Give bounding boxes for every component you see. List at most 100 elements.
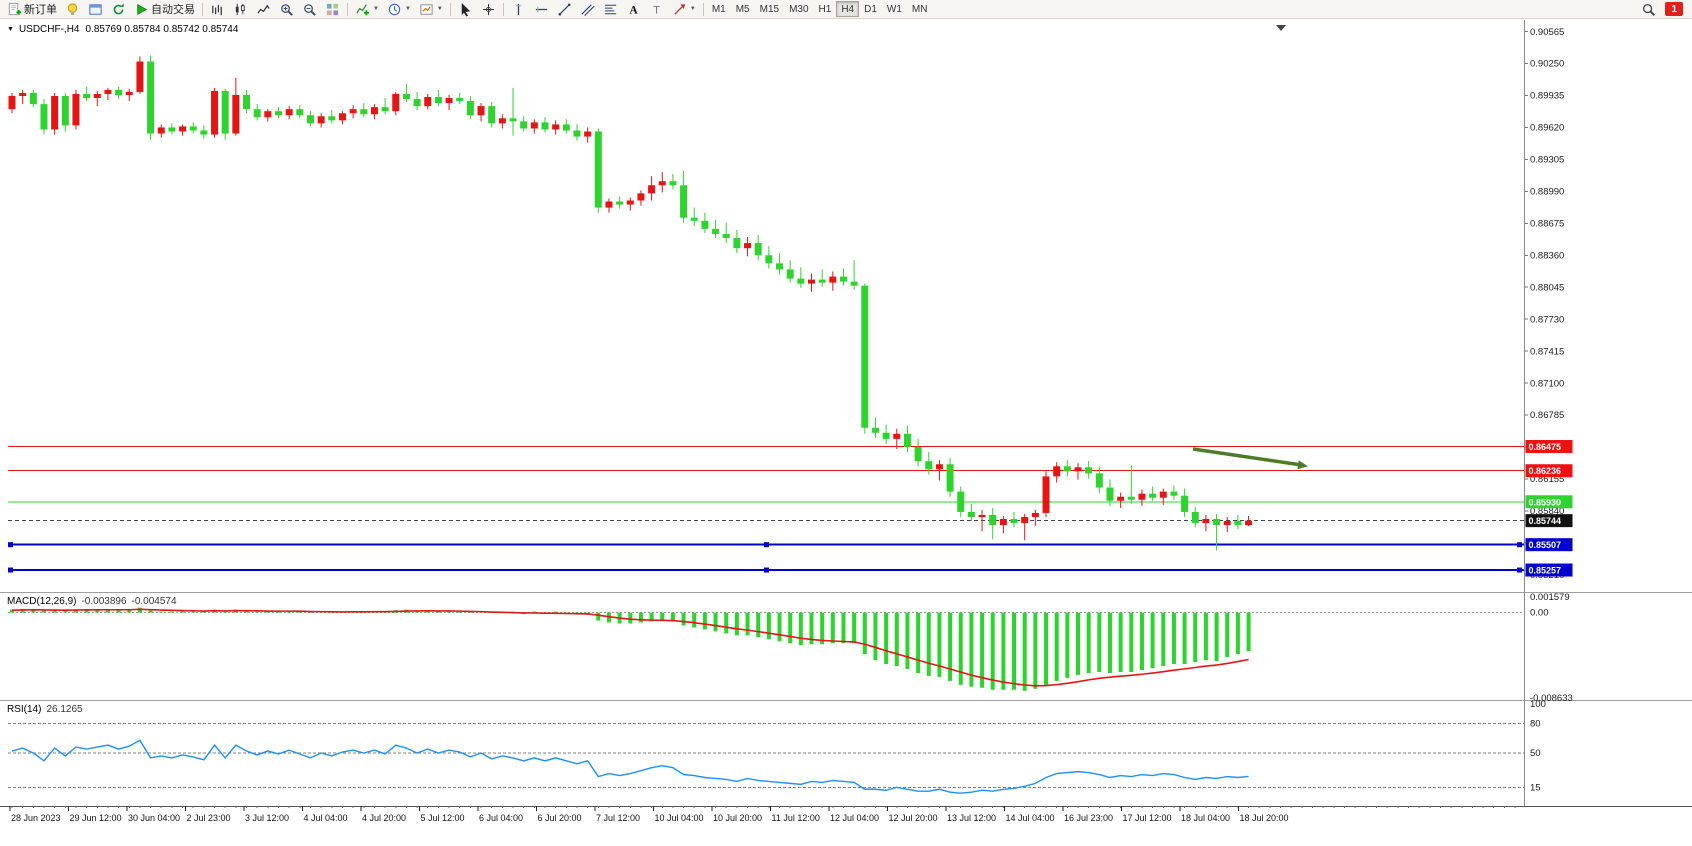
vline-icon: [511, 2, 526, 17]
crosshair-icon: [481, 2, 496, 17]
trendline-button[interactable]: [553, 1, 576, 18]
timeframe-w1-button[interactable]: W1: [882, 1, 907, 17]
rsi-line: [11, 739, 1249, 794]
svg-text:2 Jul 23:00: 2 Jul 23:00: [187, 813, 231, 823]
market-watch-button[interactable]: [84, 1, 107, 18]
time-axis[interactable]: 28 Jun 2023 29 Jun 12:00 30 Jun 04:00 2 Jul…: [9, 806, 1516, 823]
svg-text:A: A: [629, 4, 638, 16]
templates-button[interactable]: ▼: [415, 1, 447, 18]
svg-text:12 Jul 04:00: 12 Jul 04:00: [830, 813, 879, 823]
toolbar-separator: [202, 2, 203, 16]
search-button[interactable]: [1637, 1, 1660, 18]
timeframe-h4-button[interactable]: H4: [836, 1, 860, 17]
timeframe-m15-button[interactable]: M15: [755, 1, 784, 17]
svg-text:30 Jun 04:00: 30 Jun 04:00: [128, 813, 180, 823]
svg-text:0.85257: 0.85257: [1529, 566, 1562, 576]
svg-text:80: 80: [1530, 719, 1541, 730]
svg-text:0.85507: 0.85507: [1529, 540, 1562, 550]
svg-text:0.87730: 0.87730: [1530, 314, 1564, 325]
svg-text:16 Jul 23:00: 16 Jul 23:00: [1064, 813, 1113, 823]
line-handle[interactable]: [1517, 542, 1522, 548]
svg-text:18 Jul 04:00: 18 Jul 04:00: [1181, 813, 1230, 823]
svg-text:0.88045: 0.88045: [1530, 282, 1564, 293]
svg-text:100: 100: [1530, 699, 1546, 710]
dropdown-caret-icon: ▼: [373, 6, 379, 12]
dropdown-caret-icon: ▼: [404, 6, 411, 12]
candlestick-series: [8, 55, 1253, 551]
zoom-out-button[interactable]: [298, 1, 321, 18]
line-handle[interactable]: [8, 542, 13, 548]
text-button[interactable]: A: [622, 1, 645, 18]
svg-text:17 Jul 12:00: 17 Jul 12:00: [1123, 813, 1172, 823]
svg-text:0.90565: 0.90565: [1530, 27, 1564, 38]
svg-text:0.88675: 0.88675: [1530, 219, 1564, 230]
vertical-line-button[interactable]: [507, 1, 530, 18]
tile-windows-button[interactable]: [321, 1, 344, 18]
svg-text:0.85930: 0.85930: [1529, 497, 1562, 507]
new-order-button[interactable]: 新订单: [3, 1, 61, 18]
timeframe-m5-button[interactable]: M5: [731, 1, 755, 17]
svg-text:28 Jun 2023: 28 Jun 2023: [11, 813, 61, 823]
svg-text:0.87100: 0.87100: [1530, 378, 1564, 389]
macd-indicator-label: MACD(12,26,9) -0.003896 -0.004574: [7, 596, 177, 607]
line-handle[interactable]: [1517, 567, 1522, 573]
svg-text:18 Jul 20:00: 18 Jul 20:00: [1240, 813, 1289, 823]
template-icon: [419, 2, 434, 17]
refresh-button[interactable]: [107, 1, 130, 18]
quick-trade-caret-icon[interactable]: ▼: [7, 26, 14, 33]
charts-button[interactable]: [61, 1, 84, 18]
svg-text:10 Jul 20:00: 10 Jul 20:00: [713, 813, 762, 823]
svg-text:0.90250: 0.90250: [1530, 59, 1564, 70]
svg-text:0.88360: 0.88360: [1530, 250, 1564, 261]
rsi-name: RSI(14): [7, 704, 42, 715]
crosshair-button[interactable]: [477, 1, 500, 18]
svg-text:50: 50: [1530, 748, 1541, 759]
doc-plus-icon: [7, 2, 22, 17]
indicator-icon: [355, 2, 370, 17]
periods-button[interactable]: ▼: [383, 1, 415, 18]
ohlc-quotes: 0.85769 0.85784 0.85742 0.85744: [85, 24, 239, 35]
horizontal-line-button[interactable]: [530, 1, 553, 18]
line-chart-button[interactable]: [252, 1, 275, 18]
svg-text:0.00: 0.00: [1530, 608, 1549, 619]
cursor-icon: [458, 2, 473, 17]
chart-shift-marker-icon[interactable]: [1276, 25, 1286, 31]
clock-icon: [387, 2, 402, 17]
svg-text:0.87415: 0.87415: [1530, 346, 1564, 357]
autotrading-button-label: 自动交易: [151, 4, 195, 16]
channel-button[interactable]: [576, 1, 599, 18]
rsi-scale[interactable]: 100 80 50 15: [1530, 699, 1546, 793]
bar-chart-button[interactable]: [206, 1, 229, 18]
svg-text:0.001579: 0.001579: [1530, 592, 1570, 603]
channel-icon: [580, 2, 595, 17]
svg-text:10 Jul 04:00: 10 Jul 04:00: [655, 813, 704, 823]
line-handle[interactable]: [764, 567, 769, 573]
zoom-in-button[interactable]: [275, 1, 298, 18]
svg-text:15: 15: [1530, 782, 1541, 793]
fibo-icon: [603, 2, 618, 17]
timeframe-m1-button[interactable]: M1: [707, 1, 731, 17]
line-handle[interactable]: [764, 542, 769, 548]
cursor-button[interactable]: [454, 1, 477, 18]
timeframe-d1-button[interactable]: D1: [859, 1, 882, 17]
indicators-button[interactable]: ▼: [351, 1, 383, 18]
label-button[interactable]: T: [645, 1, 668, 18]
timeframe-mn-button[interactable]: MN: [907, 1, 933, 17]
timeframe-h1-button[interactable]: H1: [814, 1, 837, 17]
macd-scale[interactable]: 0.001579 0.00 -0.008633: [1530, 592, 1573, 704]
line-handle[interactable]: [8, 567, 13, 573]
svg-text:29 Jun 12:00: 29 Jun 12:00: [70, 813, 122, 823]
trend-arrow-object[interactable]: [1192, 447, 1308, 470]
svg-text:0.86785: 0.86785: [1530, 410, 1564, 421]
hline-icon: [534, 2, 549, 17]
arrows-button[interactable]: ▼: [668, 1, 700, 18]
notifications-button[interactable]: 1: [1665, 2, 1683, 16]
candle-chart-button[interactable]: [229, 1, 252, 18]
autotrading-button[interactable]: 自动交易: [130, 1, 199, 18]
timeframe-m30-button[interactable]: M30: [784, 1, 813, 17]
zoom-in-icon: [279, 2, 294, 17]
horizontal-line-objects[interactable]: [8, 445, 1524, 573]
fibonacci-button[interactable]: [599, 1, 622, 18]
